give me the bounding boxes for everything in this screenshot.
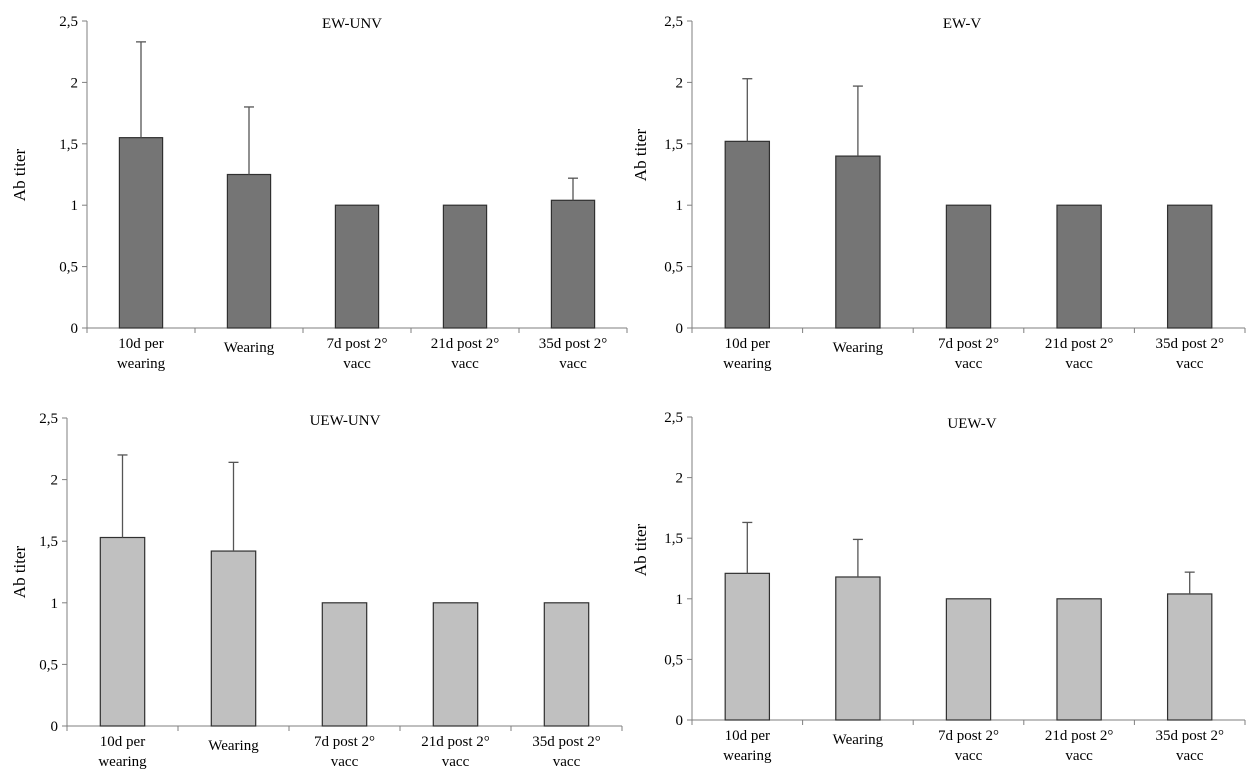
y-tick-label: 1,5 bbox=[39, 534, 58, 550]
x-tick-label: 10d per wearing bbox=[723, 728, 772, 764]
y-tick-label: 1 bbox=[676, 592, 684, 608]
y-axis-label: Ab titer bbox=[631, 128, 650, 181]
y-tick-label: 0,5 bbox=[59, 260, 78, 276]
x-tick-label: 7d post 2° vacc bbox=[938, 728, 999, 764]
x-tick-label: 21d post 2° vacc bbox=[421, 734, 490, 770]
y-tick-label: 2,5 bbox=[664, 14, 683, 30]
y-tick-label: 0,5 bbox=[664, 260, 683, 276]
x-tick-label: Wearing bbox=[224, 340, 275, 356]
bar bbox=[1166, 593, 1213, 721]
y-axis-label: Ab titer bbox=[10, 545, 29, 598]
y-tick-label: 1 bbox=[676, 198, 684, 214]
bar bbox=[321, 602, 368, 727]
bar bbox=[442, 204, 488, 329]
y-tick-label: 2 bbox=[676, 75, 684, 91]
chart-uew-v: UEW-V Ab titer 0 0,5 1 1,5 2 2,5 10d per wearing W… bbox=[631, 410, 1246, 764]
y-tick-label: 2,5 bbox=[664, 410, 683, 426]
bar bbox=[1056, 598, 1102, 721]
bar bbox=[334, 204, 380, 329]
chart-uew-unv: UEW-UNV Ab titer 0 0,5 1 1,5 2 2,5 10d per wearin… bbox=[10, 411, 623, 770]
bar bbox=[1166, 204, 1213, 329]
bar bbox=[945, 598, 992, 721]
y-tick-label: 2,5 bbox=[39, 411, 58, 427]
x-tick-label: Wearing bbox=[833, 732, 884, 748]
x-tick-label: 7d post 2° vacc bbox=[326, 336, 387, 372]
bar bbox=[835, 155, 881, 329]
y-tick-label: 0 bbox=[51, 719, 59, 735]
y-tick-label: 0 bbox=[676, 713, 684, 729]
x-tick-label: 35d post 2° vacc bbox=[532, 734, 601, 770]
y-tick-label: 2 bbox=[51, 473, 59, 489]
chart-ew-v: EW-V Ab titer 0 0,5 1 1,5 2 2,5 10d per wearing We… bbox=[631, 14, 1246, 372]
chart-title: EW-V bbox=[943, 16, 981, 32]
bar bbox=[432, 602, 479, 727]
x-tick-label: 21d post 2° vacc bbox=[431, 336, 500, 372]
y-tick-label: 2 bbox=[676, 471, 684, 487]
chart-title: UEW-UNV bbox=[310, 413, 381, 429]
x-tick-label: 35d post 2° vacc bbox=[1155, 336, 1224, 372]
y-axis-label: Ab titer bbox=[631, 523, 650, 576]
bar bbox=[543, 602, 590, 727]
bar bbox=[226, 173, 272, 329]
chart-ew-unv: EW-UNV Ab titer 0 0,5 1 1,5 2 2,5 10d per wearing… bbox=[10, 14, 628, 372]
x-tick-label: Wearing bbox=[208, 738, 259, 754]
y-tick-label: 1,5 bbox=[664, 137, 683, 153]
bar bbox=[1056, 204, 1102, 329]
bar bbox=[210, 550, 257, 727]
y-tick-label: 2,5 bbox=[59, 14, 78, 30]
y-tick-label: 1,5 bbox=[664, 531, 683, 547]
bar bbox=[724, 140, 771, 329]
x-tick-label: Wearing bbox=[833, 340, 884, 356]
y-tick-label: 1 bbox=[71, 198, 79, 214]
x-tick-label: 10d per wearing bbox=[98, 734, 147, 770]
y-tick-label: 0,5 bbox=[39, 657, 58, 673]
chart-title: EW-UNV bbox=[322, 16, 382, 32]
bar bbox=[945, 204, 992, 329]
chart-title: UEW-V bbox=[947, 416, 996, 432]
y-tick-label: 0 bbox=[71, 321, 79, 337]
x-tick-label: 21d post 2° vacc bbox=[1045, 336, 1114, 372]
y-tick-label: 0 bbox=[676, 321, 684, 337]
x-tick-label: 7d post 2° vacc bbox=[938, 336, 999, 372]
bar bbox=[118, 137, 164, 329]
x-tick-label: 10d per wearing bbox=[723, 336, 772, 372]
bar bbox=[99, 536, 146, 727]
x-tick-label: 35d post 2° vacc bbox=[1155, 728, 1224, 764]
y-axis-label: Ab titer bbox=[10, 148, 29, 201]
x-tick-label: 7d post 2° vacc bbox=[314, 734, 375, 770]
bar bbox=[835, 576, 881, 721]
bar bbox=[550, 199, 596, 329]
y-tick-label: 1 bbox=[51, 596, 59, 612]
x-tick-label: 10d per wearing bbox=[117, 336, 166, 372]
bar bbox=[724, 572, 771, 721]
y-tick-label: 2 bbox=[71, 75, 79, 91]
x-tick-label: 35d post 2° vacc bbox=[539, 336, 608, 372]
y-tick-label: 0,5 bbox=[664, 652, 683, 668]
x-tick-label: 21d post 2° vacc bbox=[1045, 728, 1114, 764]
y-tick-label: 1,5 bbox=[59, 137, 78, 153]
